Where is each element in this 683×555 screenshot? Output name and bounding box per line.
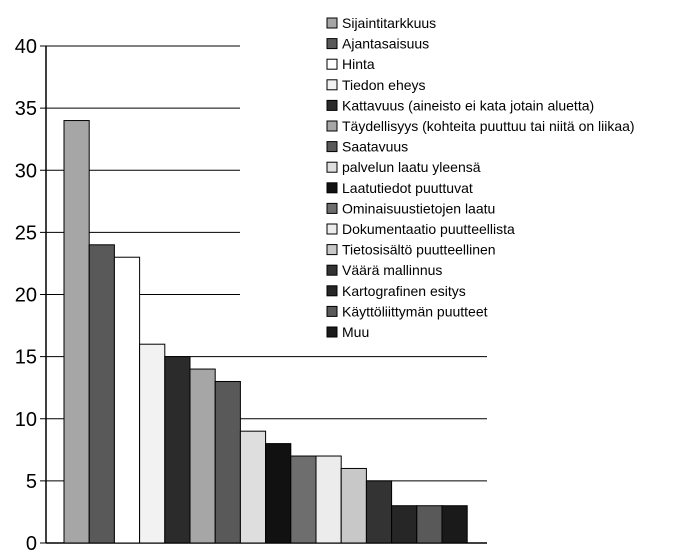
y-tick-label: 5: [26, 471, 37, 493]
legend: Sijaintitarkkuus Ajantasaisuus Hinta Tiedon…: [326, 15, 635, 340]
legend-swatch: [326, 202, 338, 214]
bar: [164, 356, 191, 544]
bar: [365, 480, 393, 544]
legend-label: Laatutiedot puuttuvat: [342, 180, 473, 196]
legend-swatch: [326, 182, 338, 194]
legend-swatch: [326, 244, 338, 256]
legend-label: Täydellisyys (kohteita puuttuu tai niitä…: [342, 118, 635, 134]
bar: [315, 455, 342, 544]
legend-label: Dokumentaatio puutteellista: [342, 221, 515, 237]
bar: [88, 244, 115, 544]
bar: [63, 120, 90, 544]
legend-label: Tietosisältö puutteellinen: [342, 242, 496, 258]
legend-label: Ominaisuustietojen laatu: [342, 200, 495, 216]
legend-label: Kattavuus (aineisto ei kata jotain aluet…: [342, 97, 594, 113]
bar: [189, 368, 216, 544]
y-tick-label: 35: [15, 98, 37, 120]
legend-swatch: [326, 58, 338, 70]
legend-label: Kartografinen esitys: [342, 283, 466, 299]
y-tick-label: 20: [15, 285, 37, 307]
legend-swatch: [326, 161, 338, 173]
y-tick-label: 25: [15, 222, 37, 244]
y-tick-label: 0: [26, 533, 37, 555]
legend-label: Ajantasaisuus: [342, 36, 429, 52]
bar: [139, 343, 166, 544]
legend-label: Muu: [342, 324, 369, 340]
legend-swatch: [326, 141, 338, 153]
legend-swatch: [326, 38, 338, 50]
legend-swatch: [326, 79, 338, 91]
bar: [416, 505, 443, 544]
legend-label: Saatavuus: [342, 139, 408, 155]
legend-label: palvelun laatu yleensä: [342, 159, 481, 175]
legend-swatch: [326, 326, 338, 338]
bar: [214, 380, 241, 544]
legend-swatch: [326, 99, 338, 111]
y-tick-label: 10: [15, 409, 37, 431]
legend-swatch: [326, 285, 338, 297]
legend-swatch: [326, 17, 338, 29]
bar: [239, 430, 267, 544]
legend-label: Hinta: [342, 56, 375, 72]
legend-swatch: [326, 264, 338, 276]
legend-label: Käyttöliittymän puutteet: [342, 303, 488, 319]
y-tick-label: 40: [15, 36, 37, 58]
bar: [113, 256, 141, 544]
y-axis-ticks: 0 5 10 15 20 25 30 35 40: [15, 36, 46, 555]
legend-label: Väärä mallinnus: [342, 262, 442, 278]
legend-swatch: [326, 305, 338, 317]
bar: [340, 467, 367, 544]
legend-swatch: [326, 223, 338, 235]
y-tick-label: 15: [15, 347, 37, 369]
legend-label: Sijaintitarkkuus: [342, 15, 436, 31]
legend-label: Tiedon eheys: [342, 77, 426, 93]
bar: [290, 455, 317, 544]
bar: [265, 443, 292, 544]
bars: [63, 120, 468, 544]
y-tick-label: 30: [15, 160, 37, 182]
bar: [441, 505, 468, 544]
legend-swatch: [326, 120, 338, 132]
bar: [391, 505, 418, 544]
